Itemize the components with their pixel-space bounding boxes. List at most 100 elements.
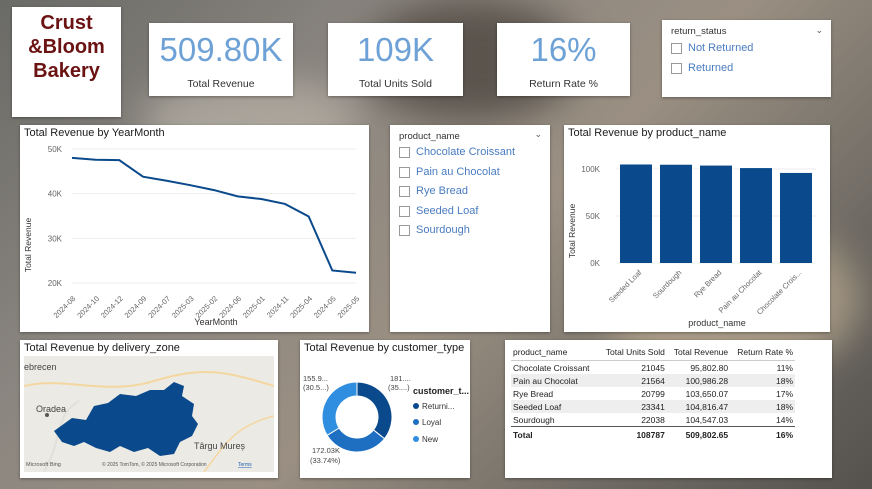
- y-axis-title: Total Revenue: [567, 204, 577, 259]
- table-cell: Total: [511, 426, 599, 442]
- brand-logo-card: Crust &Bloom Bakery: [12, 7, 121, 117]
- table-cell: 95,802.80: [690, 362, 729, 373]
- chevron-down-icon[interactable]: ⌄: [815, 25, 823, 35]
- bar: [700, 165, 732, 263]
- table-cell: Sourdough: [513, 414, 555, 425]
- checkbox[interactable]: [399, 185, 410, 197]
- donut-label-top-left-value: 155.9...: [303, 374, 328, 383]
- slicer-header: product_name: [399, 131, 460, 142]
- donut-label-bottom-value: 172.03K: [312, 446, 340, 455]
- donut-label-top-right-value: 181....: [390, 374, 411, 383]
- legend-item-returning[interactable]: Returni...: [422, 402, 454, 411]
- map-attribution: © 2025 TomTom, © 2025 Microsoft Corporat…: [102, 461, 207, 468]
- chart-title: Total Revenue by customer_type: [304, 342, 465, 354]
- table-cell: 509,802.65: [666, 426, 731, 442]
- chevron-down-icon[interactable]: ⌄: [534, 129, 542, 139]
- bar: [660, 164, 692, 263]
- table-cell: Seeded Loaf: [511, 400, 599, 413]
- product-table: product_name Total Units Sold Total Reve…: [511, 346, 795, 442]
- kpi-label: Total Revenue: [187, 78, 255, 90]
- slicer-item-rye-bread[interactable]: Rye Bread: [399, 185, 468, 197]
- checkbox[interactable]: [399, 166, 410, 178]
- delivery-zone-region[interactable]: [54, 382, 198, 456]
- column-header[interactable]: product_name: [511, 346, 599, 361]
- x-tick-label: 2024-06: [217, 294, 243, 320]
- slicer-item-sourdough[interactable]: Sourdough: [399, 224, 470, 236]
- product-table-card: product_name Total Units Sold Total Reve…: [505, 340, 832, 478]
- table-cell: Chocolate Croissant: [513, 362, 590, 373]
- slicer-item-label: Seeded Loaf: [416, 205, 479, 217]
- x-tick-label: 2024-11: [265, 294, 290, 319]
- slicer-item-not-returned[interactable]: Not Returned: [671, 42, 753, 54]
- chart-title: Total Revenue by product_name: [568, 127, 727, 139]
- bing-logo: Microsoft Bing: [26, 462, 61, 468]
- column-header[interactable]: Total Revenue: [666, 346, 731, 361]
- chart-title: Total Revenue by delivery_zone: [24, 342, 180, 354]
- checkbox[interactable]: [671, 62, 682, 74]
- table-cell: 22038: [641, 414, 665, 425]
- checkbox[interactable]: [671, 42, 682, 54]
- table-cell: 104,816.47: [666, 400, 731, 413]
- brand-line-2: &Bloom: [28, 36, 105, 58]
- brand-line-3: Bakery: [33, 60, 100, 82]
- y-axis-title: Total Revenue: [23, 218, 33, 273]
- city-label-oradea: Oradea: [36, 404, 66, 414]
- slicer-item-label: Pain au Chocolat: [416, 166, 500, 178]
- city-label-targu-mures: Târgu Mureș: [194, 441, 246, 451]
- table-row: Pain au Chocolat 21564 100,986.28 18%: [511, 374, 795, 387]
- donut-label-bottom-pct: (33.74%): [310, 456, 341, 465]
- donut-chart-card: Total Revenue by customer_type 155.9... …: [300, 340, 470, 478]
- table-row: Chocolate Croissant 21045 95,802.80 11%: [511, 361, 795, 375]
- kpi-label: Total Units Sold: [359, 78, 432, 90]
- table-row: Seeded Loaf 23341 104,816.47 18%: [511, 400, 795, 413]
- slicer-item-pain-au-chocolat[interactable]: Pain au Chocolat: [399, 166, 500, 178]
- map-terms-link[interactable]: Terms: [238, 462, 252, 468]
- map-canvas[interactable]: ebrecen Oradea Târgu Mureș Microsoft Bin…: [24, 356, 274, 472]
- donut-chart[interactable]: 155.9... (30.5...) 181.... (35....) 172.…: [300, 340, 470, 478]
- slicer-item-chocolate-croissant[interactable]: Chocolate Croissant: [399, 146, 515, 158]
- table-total-row: Total 108787 509,802.65 16%: [511, 426, 795, 442]
- column-header[interactable]: Total Units Sold: [598, 346, 667, 361]
- line-chart[interactable]: Total Revenue YearMonth 50K 40K 30K 20K 2024…: [20, 125, 369, 332]
- x-tick-label: 2024-10: [75, 294, 101, 320]
- slicer-item-label: Returned: [688, 62, 734, 74]
- table-cell: 17%: [775, 388, 793, 399]
- legend-item-new[interactable]: New: [422, 435, 438, 444]
- bar: [620, 164, 652, 263]
- bar: [780, 172, 812, 263]
- city-label-debrecen: ebrecen: [24, 362, 57, 372]
- x-tick-label: 2024-07: [146, 294, 172, 320]
- slicer-item-returned[interactable]: Returned: [671, 62, 733, 74]
- bar-chart[interactable]: Total Revenue product_name 100K 50K 0K Seed…: [564, 125, 830, 332]
- checkbox[interactable]: [399, 205, 410, 217]
- checkbox[interactable]: [399, 224, 410, 236]
- table-cell: 18%: [730, 400, 795, 413]
- column-header[interactable]: Return Rate %: [730, 346, 795, 361]
- table-cell: 11%: [776, 362, 793, 373]
- donut-slice: [321, 381, 358, 437]
- watermark: حسوبات: [380, 452, 459, 477]
- brand-line-1: Crust: [40, 12, 93, 34]
- table-row: Rye Bread 20799 103,650.07 17%: [511, 387, 795, 400]
- table-row: Sourdough 22038 104,547.03 14%: [511, 413, 795, 427]
- table-cell: 16%: [730, 426, 795, 442]
- x-tick-label: 2024-09: [123, 294, 149, 320]
- x-tick-label: 2025-05: [336, 294, 362, 320]
- slicer-item-seeded-loaf[interactable]: Seeded Loaf: [399, 205, 478, 217]
- map-card: Total Revenue by delivery_zone ebrecen O…: [20, 340, 278, 478]
- table-cell: 23341: [598, 400, 667, 413]
- checkbox[interactable]: [399, 146, 410, 158]
- table-cell: 18%: [730, 374, 795, 387]
- legend-marker: [413, 403, 419, 409]
- x-tick-label: 2025-04: [288, 294, 314, 320]
- table-cell: 100,986.28: [666, 374, 731, 387]
- x-tick-label: 2025-01: [241, 294, 267, 320]
- y-tick-label: 20K: [48, 279, 63, 288]
- map-road: [24, 370, 274, 388]
- slicer-item-label: Sourdough: [416, 224, 470, 236]
- table-cell: 14%: [775, 414, 793, 425]
- slicer-item-label: Chocolate Croissant: [416, 146, 516, 158]
- x-tick-label: 2024-05: [312, 294, 338, 320]
- kpi-value: 509.80K: [159, 31, 283, 68]
- legend-item-loyal[interactable]: Loyal: [422, 418, 441, 427]
